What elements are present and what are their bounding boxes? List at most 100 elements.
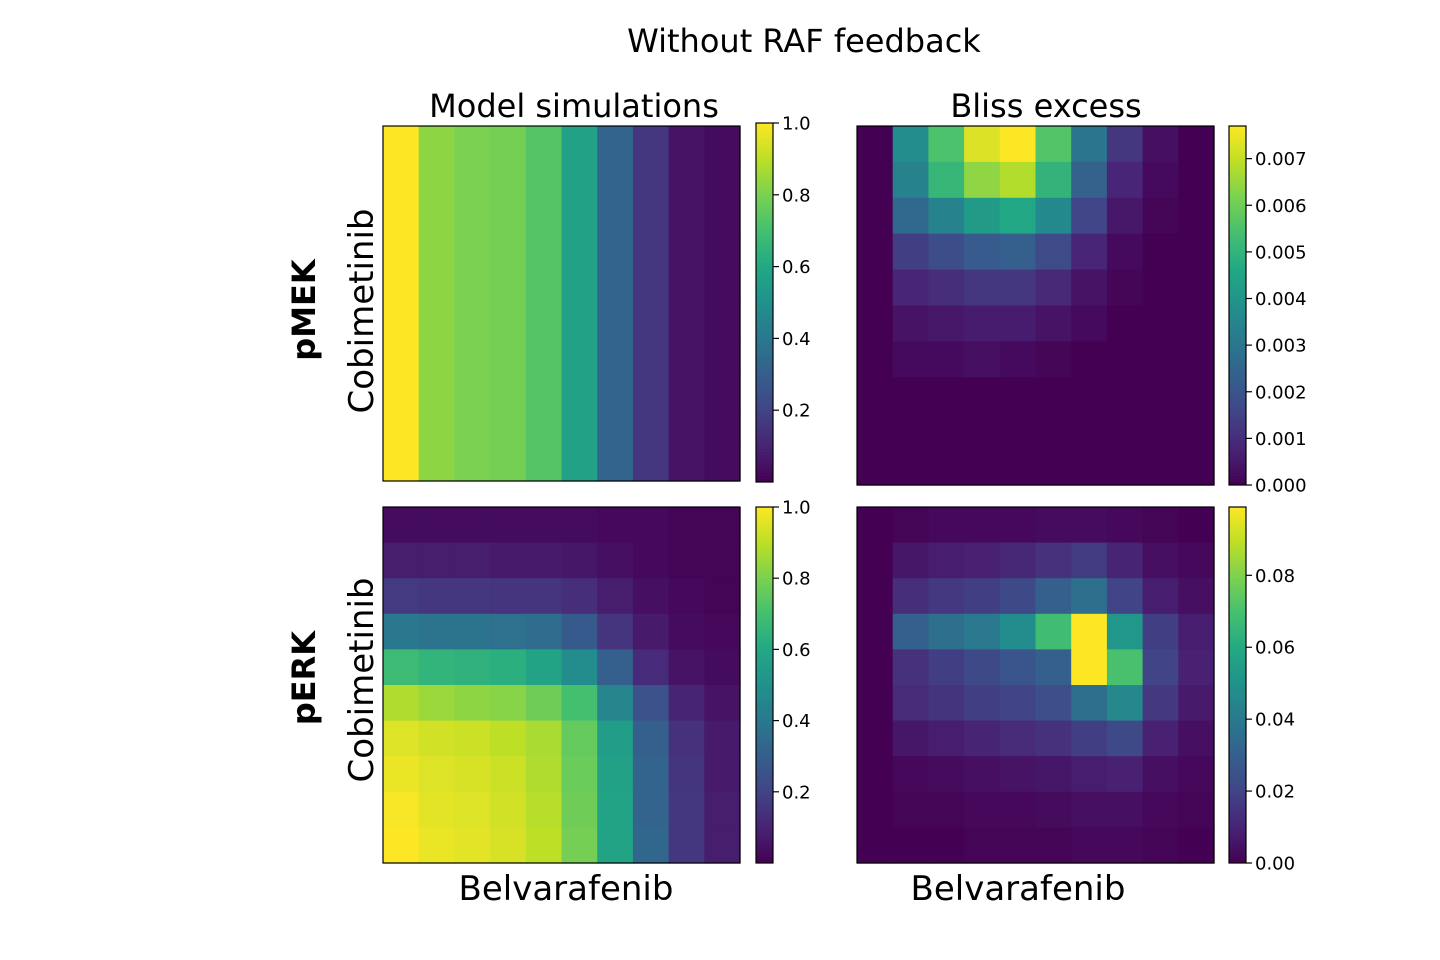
colorbar-segment: [1229, 670, 1246, 674]
heatmap-cell: [525, 756, 563, 793]
colorbar-segment: [1229, 126, 1246, 130]
colorbar-segment: [756, 275, 773, 280]
heatmap-cell: [1142, 305, 1179, 342]
colorbar-segment: [756, 744, 773, 748]
heatmap-cell: [704, 410, 741, 447]
colorbar-segment: [756, 176, 773, 181]
colorbar-segment: [1229, 209, 1246, 214]
heatmap-cell: [857, 827, 894, 864]
heatmap-cell: [999, 269, 1037, 307]
colorbar-segment: [1229, 702, 1246, 707]
heatmap-cell: [1071, 649, 1108, 686]
heatmap-cell: [964, 269, 1001, 307]
colorbar-segment: [1229, 338, 1246, 342]
heatmap-cell: [1035, 161, 1072, 199]
heatmap-cell: [668, 756, 705, 793]
colorbar-segment: [756, 507, 773, 511]
colorbar-segment: [1229, 305, 1246, 309]
heatmap-cell: [383, 507, 420, 544]
colorbar-segment: [1229, 551, 1246, 555]
y-axis-label-bottom: Cobimetinib: [342, 578, 382, 783]
heatmap-cell: [525, 339, 563, 376]
heatmap-cell: [857, 269, 894, 307]
heatmap-cell: [1142, 756, 1179, 793]
heatmap-cell: [383, 578, 420, 615]
colorbar-segment: [756, 149, 773, 154]
colorbar-segment: [756, 815, 773, 819]
heatmap-cell: [668, 685, 705, 722]
heatmap-cell: [928, 377, 965, 414]
colorbar-segment: [1229, 191, 1246, 196]
colorbar-segment: [756, 191, 773, 196]
colorbar-segment: [756, 443, 773, 447]
heatmap-cell: [561, 649, 598, 686]
colorbar-segment: [1229, 628, 1246, 633]
colorbar-segment: [1229, 302, 1246, 306]
colorbar-segment: [756, 833, 773, 837]
colorbar-segment: [1229, 161, 1246, 166]
colorbar-segment: [1229, 604, 1246, 609]
heatmap-cell: [1142, 827, 1179, 864]
heatmap-cell: [668, 232, 705, 269]
colorbar-segment: [756, 587, 773, 591]
heatmap-cell: [383, 374, 420, 411]
colorbar-segment: [756, 536, 773, 541]
colorbar-segment: [1229, 128, 1246, 133]
heatmap-cell: [999, 507, 1037, 544]
heatmap-cell: [668, 303, 705, 340]
heatmap-cell: [964, 756, 1001, 793]
colorbar-segment: [756, 317, 773, 321]
colorbar-tick-label: 0.002: [1255, 382, 1307, 403]
colorbar-segment: [1229, 206, 1246, 211]
colorbar-segment: [756, 791, 773, 796]
colorbar-segment: [756, 428, 773, 432]
heatmap-cell: [561, 791, 598, 828]
heatmap-cell: [668, 374, 705, 411]
colorbar-segment: [1229, 750, 1246, 754]
colorbar-segment: [1229, 566, 1246, 570]
heatmap-cell: [1071, 578, 1108, 615]
heatmap-cell: [1035, 233, 1072, 271]
colorbar-segment: [1229, 744, 1246, 748]
heatmap-cell: [928, 413, 965, 450]
heatmap-cell: [597, 720, 634, 757]
colorbar-segment: [1229, 771, 1246, 775]
colorbar-segment: [756, 690, 773, 695]
colorbar-2: 0.2 0.4 0.6 0.8 1.0: [755, 498, 811, 864]
heatmap-cell: [597, 507, 634, 544]
colorbar-segment: [756, 470, 773, 474]
colorbar-segment: [756, 353, 773, 357]
heatmap-cell: [632, 197, 670, 234]
heatmap-panel-0: 0.2 0.4 0.6 0.8 1.0: [382, 114, 811, 483]
colorbar-segment: [1229, 188, 1246, 193]
heatmap-cell: [928, 161, 965, 199]
heatmap-cell: [1142, 377, 1179, 414]
colorbar-segment: [1229, 377, 1246, 381]
heatmap-cell: [632, 542, 670, 579]
heatmap-cell: [1071, 233, 1108, 271]
colorbar-segment: [1229, 236, 1246, 241]
colorbar-segment: [756, 197, 773, 202]
colorbar-tick-label: 0.00: [1255, 854, 1295, 875]
colorbar-segment: [1229, 521, 1246, 526]
heatmap-cell: [490, 827, 527, 864]
heatmap-cell: [418, 445, 455, 482]
colorbar-segment: [756, 173, 773, 178]
colorbar-segment: [1229, 854, 1246, 858]
heatmap-cell: [892, 126, 929, 163]
heatmap-cell: [597, 374, 634, 411]
heatmap-cell: [1178, 305, 1215, 342]
colorbar-tick-label: 0.6: [782, 257, 811, 278]
colorbar-segment: [1229, 640, 1246, 644]
colorbar-segment: [1229, 590, 1246, 594]
colorbar-segment: [1229, 682, 1246, 686]
heatmap-cell: [999, 449, 1037, 486]
heatmap-cell: [383, 161, 420, 198]
colorbar-segment: [756, 687, 773, 692]
heatmap-cell: [490, 578, 527, 615]
colorbar-segment: [1229, 254, 1246, 259]
heatmap-cell: [999, 197, 1037, 235]
heatmap-cell: [928, 305, 965, 342]
colorbar-segment: [756, 676, 773, 680]
